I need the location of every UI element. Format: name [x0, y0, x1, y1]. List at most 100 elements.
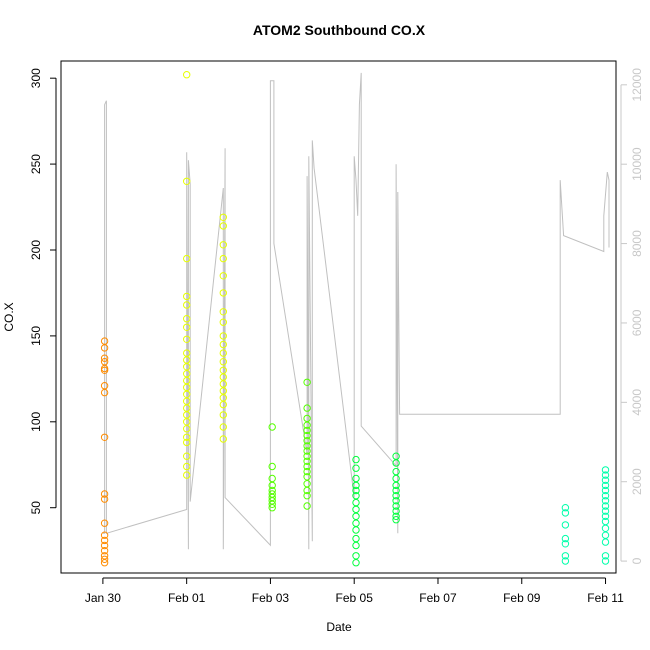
data-point-series-5 [601, 538, 610, 546]
data-point-series-5 [561, 504, 570, 512]
data-point-series-5 [601, 512, 610, 520]
data-point-series-2 [219, 380, 228, 388]
data-point-series-1 [100, 519, 109, 527]
x-tick-label: Jan 30 [85, 591, 121, 605]
x-tick-label: Feb 01 [168, 591, 206, 605]
data-point-series-5 [601, 476, 610, 484]
data-point-series-2 [183, 383, 191, 392]
data-point-series-5 [601, 531, 610, 539]
y2-tick-label: 6000 [630, 309, 644, 336]
data-point-series-4 [392, 474, 400, 483]
data-point-series-2 [183, 471, 191, 479]
data-point-series-2 [219, 241, 228, 249]
data-point-series-5 [561, 521, 570, 529]
data-point-series-4 [352, 464, 360, 472]
data-point-series-3 [303, 502, 311, 510]
data-point-series-4 [392, 502, 400, 510]
data-point-series-2 [219, 358, 228, 366]
data-point-series-2 [183, 370, 191, 378]
points-layer [100, 71, 610, 567]
data-point-series-4 [352, 526, 360, 534]
data-point-series-4 [392, 512, 400, 520]
x-axis-label: Date [326, 620, 352, 634]
data-point-series-3 [303, 421, 311, 429]
data-point-series-2 [183, 425, 191, 433]
data-point-series-1 [100, 366, 109, 374]
data-point-series-2 [183, 301, 191, 309]
data-point-series-2 [219, 411, 228, 419]
y-tick-label: 250 [29, 154, 43, 174]
data-point-series-1 [100, 559, 109, 567]
data-point-series-5 [561, 534, 570, 543]
data-point-series-5 [601, 524, 610, 532]
data-point-series-3 [303, 492, 311, 500]
data-point-series-3 [303, 452, 311, 460]
data-point-series-1 [100, 382, 109, 390]
data-point-series-2 [219, 340, 228, 349]
y2-tick-label: 8000 [630, 230, 644, 257]
data-point-series-3 [303, 457, 311, 465]
data-point-series-5 [601, 502, 610, 510]
y2-tick-label: 0 [630, 557, 644, 564]
x-tick-label: Feb 11 [587, 591, 624, 605]
data-point-series-5 [601, 492, 610, 500]
secondary-line-layer [102, 72, 610, 550]
data-point-series-4 [392, 467, 400, 476]
data-point-series-3 [303, 480, 311, 488]
data-point-series-2 [219, 213, 228, 222]
data-point-series-3 [268, 486, 276, 495]
y-tick-label: 300 [29, 68, 43, 88]
data-point-series-3 [303, 426, 311, 435]
data-point-series-2 [183, 71, 191, 79]
y2-tick-label: 2000 [630, 468, 644, 495]
data-point-series-4 [352, 559, 360, 567]
data-point-series-3 [303, 431, 311, 440]
data-point-series-5 [561, 552, 570, 560]
data-point-series-2 [219, 332, 228, 340]
data-point-series-1 [100, 388, 109, 397]
data-point-series-1 [100, 536, 109, 545]
data-point-series-1 [100, 541, 109, 550]
data-point-series-2 [219, 435, 228, 443]
data-point-series-2 [183, 254, 191, 263]
data-point-series-3 [303, 462, 311, 471]
data-point-series-5 [601, 552, 610, 560]
x-tick-label: Feb 03 [252, 591, 290, 605]
y2-tick-label: 4000 [630, 389, 644, 416]
data-point-series-4 [392, 497, 400, 505]
data-point-series-3 [303, 467, 311, 476]
x-tick-label: Feb 05 [336, 591, 374, 605]
data-point-series-1 [100, 547, 109, 555]
data-point-series-2 [219, 289, 228, 297]
data-point-series-1 [100, 531, 109, 539]
data-point-series-4 [352, 474, 360, 483]
data-point-series-1 [100, 555, 109, 563]
data-point-series-3 [268, 493, 276, 502]
data-point-series-2 [219, 318, 228, 326]
data-point-series-1 [100, 433, 109, 441]
data-point-series-5 [601, 471, 610, 479]
data-point-series-2 [183, 335, 191, 343]
data-point-series-2 [183, 452, 191, 460]
secondary-series-line [102, 72, 610, 550]
data-point-series-2 [183, 363, 191, 371]
x-tick-label: Feb 07 [419, 591, 457, 605]
data-point-series-2 [183, 349, 191, 357]
data-point-series-5 [601, 507, 610, 515]
data-point-series-2 [183, 462, 191, 471]
y-axis-label: CO.X [2, 302, 16, 331]
data-point-series-2 [219, 254, 228, 263]
data-point-series-4 [352, 534, 360, 543]
data-point-series-4 [392, 507, 400, 515]
data-point-series-4 [352, 512, 360, 520]
data-point-series-3 [303, 437, 311, 445]
data-point-series-2 [183, 315, 191, 323]
data-point-series-3 [303, 442, 311, 450]
data-point-series-2 [219, 349, 228, 357]
data-point-series-1 [100, 552, 109, 560]
data-point-series-5 [601, 486, 610, 495]
data-point-series-4 [392, 481, 400, 490]
data-point-series-4 [352, 492, 360, 500]
y-axis-left: 50 100 150 200 250 300 [29, 68, 57, 514]
